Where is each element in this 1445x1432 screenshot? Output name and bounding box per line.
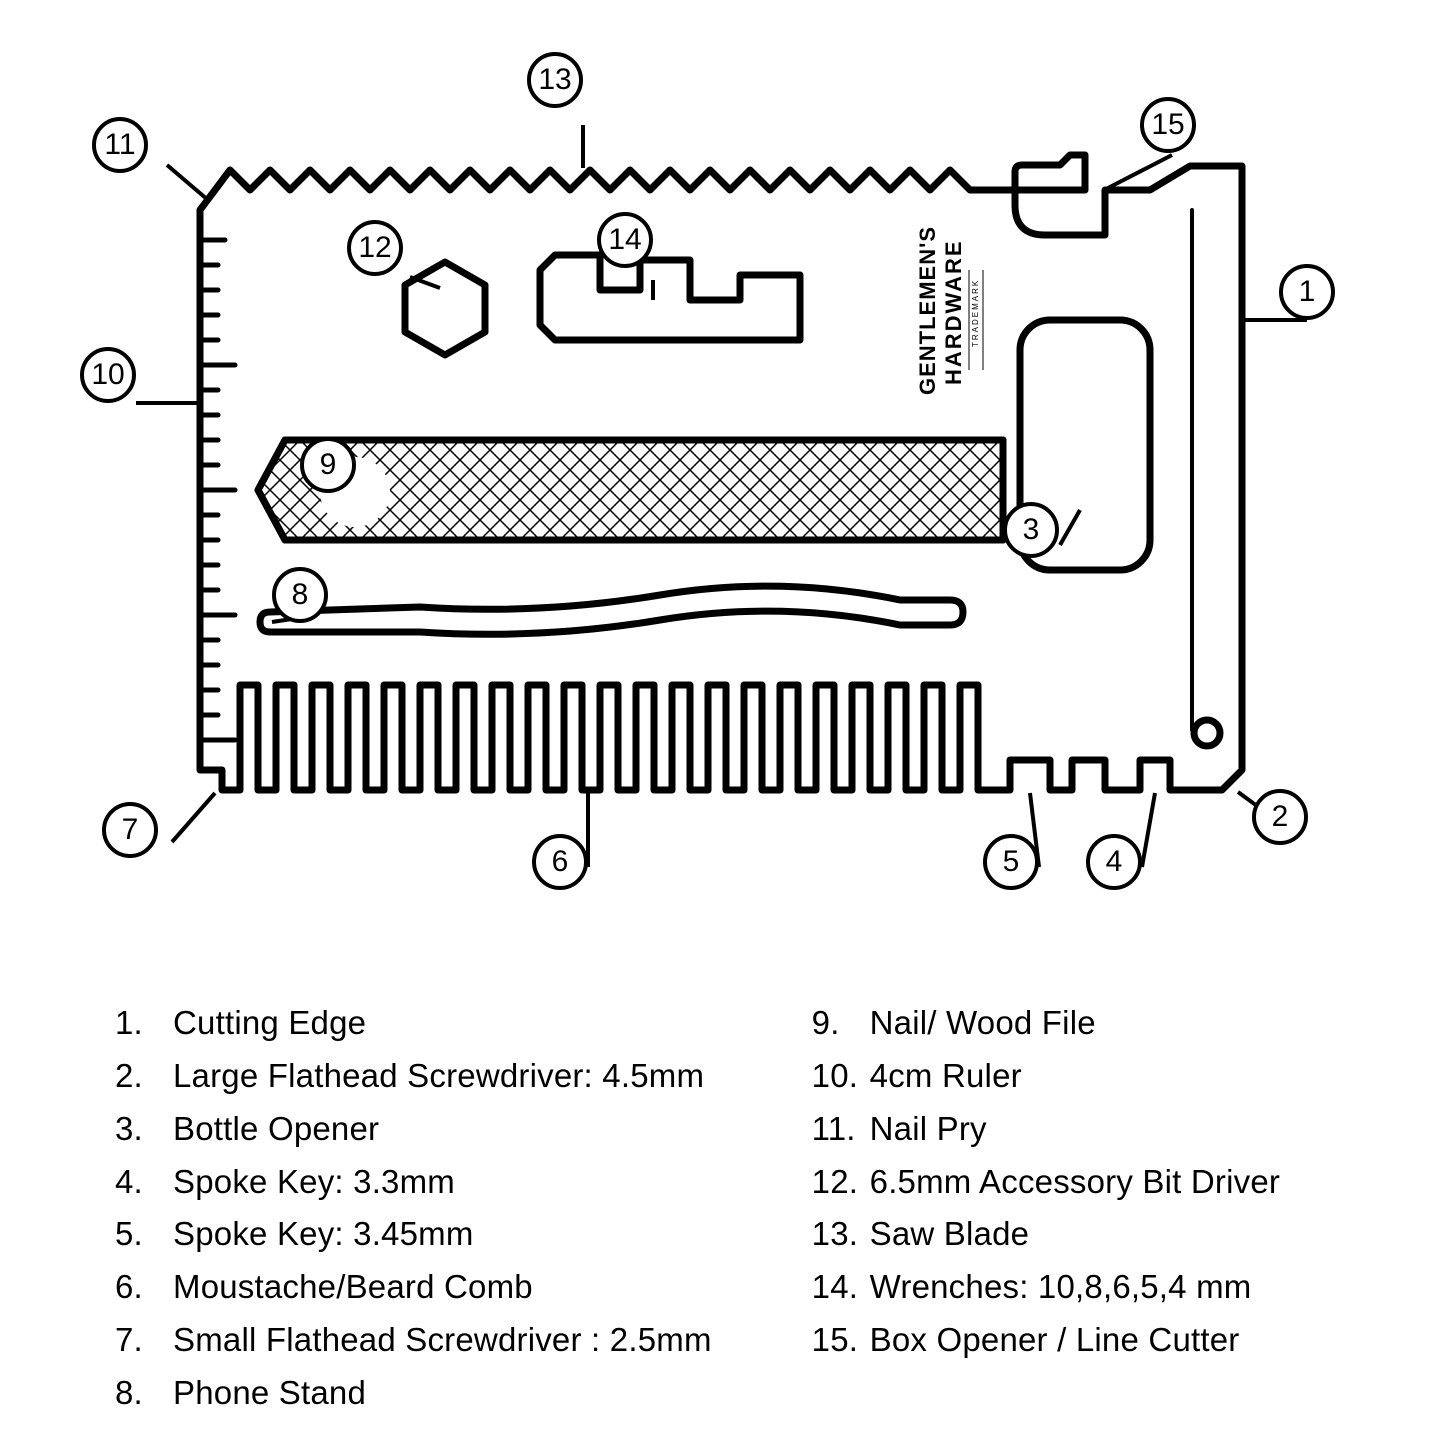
callout-4: 4 [1086,834,1142,890]
svg-text:TRADEMARK: TRADEMARK [971,279,980,347]
wrench-cutout [540,255,800,340]
legend-item: 8.Phone Stand [115,1370,712,1417]
svg-text:GENTLEMEN'S: GENTLEMEN'S [915,226,940,395]
legend-item: 5.Spoke Key: 3.45mm [115,1211,712,1258]
callout-11: 11 [92,117,148,173]
phone-stand-slot [260,586,963,634]
legend-item: 1.Cutting Edge [115,1000,712,1047]
legend-item: 9.Nail/ Wood File [812,1000,1280,1047]
callout-6: 6 [532,834,588,890]
callout-12: 12 [347,220,403,276]
legend-col-left: 1.Cutting Edge 2.Large Flathead Screwdri… [115,1000,712,1417]
legend: 1.Cutting Edge 2.Large Flathead Screwdri… [115,1000,1365,1417]
legend-item: 12.6.5mm Accessory Bit Driver [812,1159,1280,1206]
brand-text: GENTLEMEN'S HARDWARE TRADEMARK [915,226,983,395]
callout-3: 3 [1003,502,1059,558]
callout-8: 8 [272,567,328,623]
callout-15: 15 [1140,97,1196,153]
legend-item: 14.Wrenches: 10,8,6,5,4 mm [812,1264,1280,1311]
legend-item: 10.4cm Ruler [812,1053,1280,1100]
legend-item: 6.Moustache/Beard Comb [115,1264,712,1311]
legend-item: 11.Nail Pry [812,1106,1280,1153]
legend-item: 13.Saw Blade [812,1211,1280,1258]
legend-col-right: 9.Nail/ Wood File 10.4cm Ruler 11.Nail P… [812,1000,1280,1417]
legend-item: 2.Large Flathead Screwdriver: 4.5mm [115,1053,712,1100]
ruler-ticks [200,240,235,740]
callout-10: 10 [80,347,136,403]
callout-13: 13 [527,52,583,108]
legend-item: 15.Box Opener / Line Cutter [812,1317,1280,1364]
hex-bit-driver [405,262,485,355]
callout-14: 14 [597,212,653,268]
tool-diagram: GENTLEMEN'S HARDWARE TRADEMARK 1 2 3 4 [0,0,1445,960]
legend-item: 4.Spoke Key: 3.3mm [115,1159,712,1206]
lanyard-hole [1194,720,1220,746]
callout-7: 7 [102,802,158,858]
legend-item: 7.Small Flathead Screwdriver : 2.5mm [115,1317,712,1364]
callout-9: 9 [300,437,356,493]
svg-text:HARDWARE: HARDWARE [941,239,966,385]
legend-item: 3.Bottle Opener [115,1106,712,1153]
callout-5: 5 [983,834,1039,890]
callout-2: 2 [1252,789,1308,845]
callout-1: 1 [1279,264,1335,320]
tool-outline-svg: GENTLEMEN'S HARDWARE TRADEMARK [0,0,1445,960]
